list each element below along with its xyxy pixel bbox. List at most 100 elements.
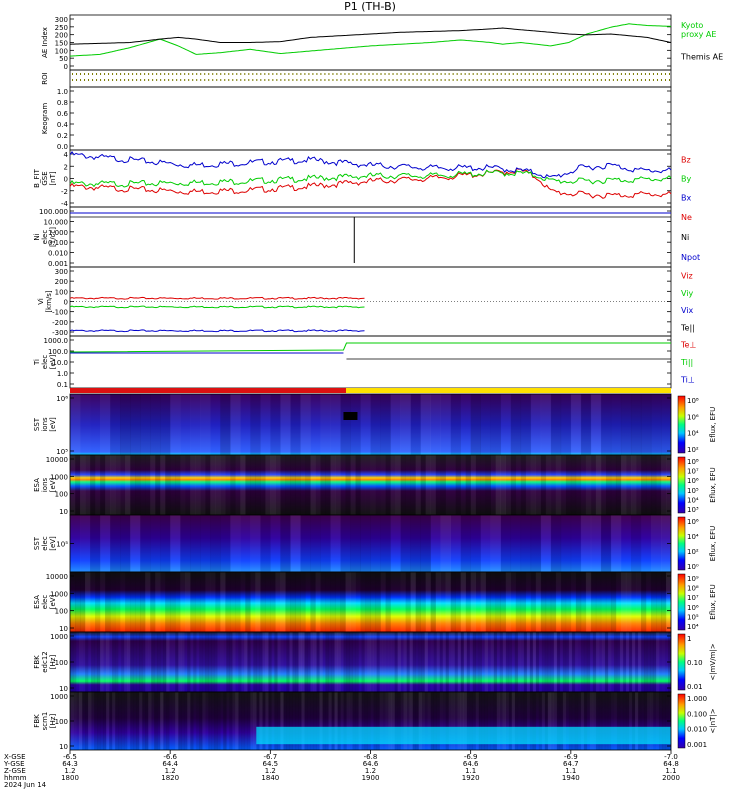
heatmap-column xyxy=(370,632,374,692)
roi-dot xyxy=(608,73,610,75)
roi-dot xyxy=(280,73,282,75)
colorbar-tick-label: 0.01 xyxy=(687,683,703,691)
heatmap-column xyxy=(505,572,512,632)
colorbar-label: Eflux, EFU xyxy=(709,584,717,619)
heatmap-column xyxy=(397,632,401,692)
roi-dot xyxy=(212,79,214,81)
roi-dot xyxy=(132,79,134,81)
heatmap-column xyxy=(544,632,549,692)
heatmap-column xyxy=(496,692,501,750)
roi-dot xyxy=(356,79,358,81)
heatmap-column xyxy=(523,632,528,692)
x-tick-ygse: 64.7 xyxy=(563,760,579,768)
roi-dot xyxy=(372,73,374,75)
heatmap-column xyxy=(622,692,627,750)
heatmap-column xyxy=(145,572,151,632)
heatmap-column xyxy=(386,632,389,692)
heatmap-column xyxy=(195,572,201,632)
row-label-xgse: X-GSE xyxy=(4,753,26,761)
x-axis-labels: X-GSE Y-GSE Z-GSE hhmm 2024 Jun 14 -6.56… xyxy=(3,750,680,789)
heatmap-column xyxy=(580,515,592,572)
heatmap-column xyxy=(100,515,111,572)
heatmap-column xyxy=(394,692,398,750)
panel-ylabel-density-line: Ni xyxy=(33,233,41,240)
heatmap-column xyxy=(166,632,170,692)
heatmap-column xyxy=(170,394,181,455)
heatmap-column xyxy=(217,632,220,692)
roi-dot xyxy=(444,73,446,75)
roi-dot xyxy=(188,79,190,81)
roi-dot xyxy=(536,73,538,75)
heatmap-column xyxy=(405,572,411,632)
panel-ylabel-sst_elec: SST elec [eV] xyxy=(33,536,57,551)
heatmap-column xyxy=(90,394,100,455)
heatmap-column xyxy=(595,572,602,632)
roi-dot xyxy=(408,73,410,75)
x-tick-ygse: 64.6 xyxy=(363,760,379,768)
heatmap-column xyxy=(451,632,455,692)
roi-dot xyxy=(352,79,354,81)
heatmap-column xyxy=(575,455,582,515)
colorbar-tick-label: 10⁶ xyxy=(687,413,699,421)
heatmap-column xyxy=(389,632,392,692)
roi-dot xyxy=(400,79,402,81)
heatmap-column xyxy=(200,455,205,515)
heatmap-column xyxy=(304,692,308,750)
roi-dot xyxy=(516,79,518,81)
heatmap-column xyxy=(586,632,591,692)
heatmap-column xyxy=(115,632,119,692)
heatmap-column xyxy=(455,572,461,632)
heatmap-column xyxy=(220,455,226,515)
heatmap-column xyxy=(540,394,552,455)
heatmap-column xyxy=(465,455,471,515)
y-tick-label: 10000 xyxy=(46,573,68,581)
roi-dot xyxy=(612,79,614,81)
heatmap-column xyxy=(610,572,617,632)
heatmap-column xyxy=(625,692,630,750)
heatmap-column xyxy=(424,632,428,692)
heatmap-column xyxy=(550,632,555,692)
heatmap-column xyxy=(232,692,235,750)
heatmap-column xyxy=(662,632,665,692)
heatmap-column xyxy=(430,515,441,572)
heatmap-column xyxy=(480,515,491,572)
heatmap-column xyxy=(442,632,446,692)
panel-bfield: 4 2 0 -2 -4 B_FIT GSE [nT] Bz By Bx xyxy=(33,149,691,208)
roi-dot xyxy=(628,79,630,81)
panel-ylabel-esa_ion-line: ions xyxy=(41,477,49,492)
legend-entry: Ni xyxy=(681,233,689,242)
roi-dot xyxy=(240,79,242,81)
colorbar-label: Eflux, EFU xyxy=(709,526,717,561)
heatmap-column xyxy=(230,455,236,515)
heatmap-column xyxy=(181,692,185,750)
panel-ylabel-keogram-line: Keogram xyxy=(41,103,49,134)
heatmap-fill xyxy=(70,632,671,692)
heatmap-column xyxy=(270,515,280,572)
heatmap-column xyxy=(361,692,365,750)
heatmap-column xyxy=(148,632,152,692)
heatmap-column xyxy=(217,692,221,750)
heatmap-column xyxy=(301,632,305,692)
heatmap-column xyxy=(478,632,482,692)
heatmap-column xyxy=(637,692,642,750)
roi-dot xyxy=(276,79,278,81)
roi-dot xyxy=(232,79,234,81)
heatmap-column xyxy=(172,692,175,750)
heatmap-column xyxy=(205,632,209,692)
heatmap-column xyxy=(601,692,606,750)
heatmap-column xyxy=(202,692,206,750)
heatmap-column xyxy=(70,455,76,515)
y-tick-label: 0.2 xyxy=(57,132,68,140)
heatmap-column xyxy=(95,572,101,632)
x-tick-ygse: 64.3 xyxy=(62,760,78,768)
roi-dot xyxy=(136,73,138,75)
y-tick-label: -100 xyxy=(52,309,68,317)
roi-dot xyxy=(600,73,602,75)
heatmap-column xyxy=(390,394,401,455)
heatmap-column xyxy=(660,394,672,455)
heatmap-column xyxy=(295,692,299,750)
heatmap-column xyxy=(330,515,341,572)
heatmap-column xyxy=(410,455,416,515)
heatmap-column xyxy=(115,572,121,632)
panel-ylabel-sst_elec-line: [eV] xyxy=(49,536,57,551)
